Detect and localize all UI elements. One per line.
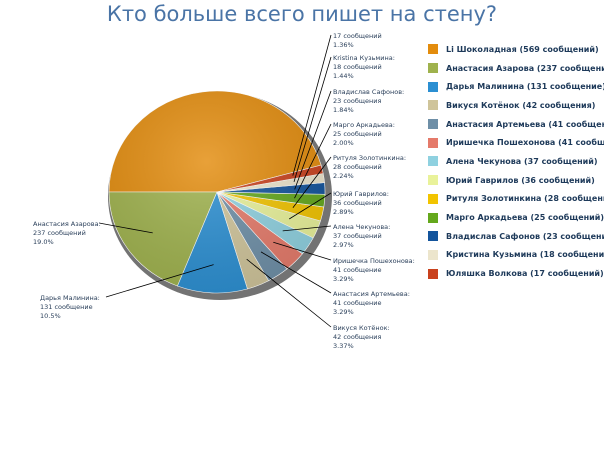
legend-item-марго-аркадьева[interactable]: Марго Аркадьева (25 сообщений) [428, 208, 604, 227]
legend-label: Викуся Котёнок (42 сообщения) [446, 100, 596, 110]
chart-title: Кто больше всего пишет на стену? [106, 2, 498, 26]
legend: Li Шоколадная (569 сообщений) Анастасия А… [428, 40, 604, 283]
slice-label-викуся-котёнок-2: 42 сообщения [333, 333, 381, 341]
leader-line-ритуля-золотинкина [292, 156, 332, 209]
slice-label-ритуля-золотинкина-2: 28 сообщений [333, 163, 382, 171]
slice-label-викуся-котёнок-1: Викуся Котёнок: [333, 324, 390, 332]
legend-item-ритуля-золотинкина[interactable]: Ритуля Золотинкина (28 сообщений) [428, 190, 604, 209]
slice-label-марго-аркадьева-3: 2.00% [333, 139, 354, 147]
legend-label: Анастасия Азарова (237 сообщений) [446, 63, 604, 73]
slice-label-ритуля-золотинкина-3: 2.24% [333, 172, 354, 180]
slice-label-юрий-гаврилов-1: Юрий Гаврилов: [333, 190, 389, 198]
legend-swatch [428, 268, 438, 279]
slice-label-юляшка-волкова-2: 1.36% [333, 41, 354, 49]
legend-item-анастасия-азарова[interactable]: Анастасия Азарова (237 сообщений) [428, 59, 604, 78]
slice-label-иришечка-пошехонова-3: 3.29% [333, 275, 354, 283]
legend-swatch [428, 44, 438, 55]
legend-label: Марго Аркадьева (25 сообщений) [446, 213, 604, 223]
slice-label-ритуля-золотинкина-1: Ритуля Золотинкина: [333, 154, 406, 162]
legend-swatch [428, 249, 438, 260]
legend-label: Анастасия Артемьева (41 сообщение) [446, 119, 604, 129]
leader-line-владислав-сафонов [294, 90, 332, 190]
slice-label-кристина-кузьмина-2: 18 сообщений [333, 63, 382, 71]
leader-line-викуся-котёнок [246, 258, 332, 328]
legend-label: Алена Чекунова (37 сообщений) [446, 156, 598, 166]
legend-swatch [428, 175, 438, 186]
slice-label-дарья-малинина-3: 10.5% [40, 312, 61, 320]
leader-line-анастасия-азарова [98, 222, 153, 234]
legend-item-юрий-гаврилов[interactable]: Юрий Гаврилов (36 сообщений) [428, 171, 604, 190]
legend-item-li-шоколадная[interactable]: Li Шоколадная (569 сообщений) [428, 40, 604, 59]
slice-label-владислав-сафонов-1: Владислав Сафонов: [333, 88, 404, 96]
legend-swatch [428, 193, 438, 204]
leader-lines [98, 34, 332, 328]
leader-line-марго-аркадьева [294, 123, 332, 199]
slice-label-дарья-малинина-2: 131 сообщение [40, 303, 93, 311]
slice-label-алена-чекунова-2: 37 сообщений [333, 232, 382, 240]
legend-item-кристина-кузьмина[interactable]: Кристина Кузьмина (18 сообщений) [428, 246, 604, 265]
legend-item-владислав-сафонов[interactable]: Владислав Сафонов (23 сообщения) [428, 227, 604, 246]
leader-line-юрий-гаврилов [288, 192, 332, 220]
legend-label: Юрий Гаврилов (36 сообщений) [446, 175, 595, 185]
slice-label-алена-чекунова-1: Алена Чекунова: [333, 223, 390, 231]
leader-line-анастасия-артемьева [260, 251, 332, 294]
slice-label-владислав-сафонов-2: 23 сообщения [333, 97, 381, 105]
legend-item-алена-чекунова[interactable]: Алена Чекунова (37 сообщений) [428, 152, 604, 171]
legend-label: Дарья Малинина (131 сообщение) [446, 82, 604, 92]
legend-swatch [428, 119, 438, 130]
legend-swatch [428, 100, 438, 111]
legend-label: Юляшка Волкова (17 сообщений) [446, 269, 604, 279]
legend-label: Ритуля Золотинкина (28 сообщений) [446, 194, 604, 204]
legend-item-иришечка-пошехонова[interactable]: Иришечка Пошехонова (41 сообщение [428, 133, 604, 152]
legend-item-юляшка-волкова[interactable]: Юляшка Волкова (17 сообщений) [428, 264, 604, 283]
legend-label: Кристина Кузьмина (18 сообщений) [446, 250, 604, 260]
slice-label-кристина-кузьмина-1: Kristina Кузьмина: [333, 54, 395, 62]
leader-line-иришечка-пошехонова [273, 241, 332, 261]
legend-item-анастасия-артемьева[interactable]: Анастасия Артемьева (41 сообщение) [428, 115, 604, 134]
slice-label-анастасия-азарова-3: 19.0% [33, 238, 54, 246]
leader-line-юляшка-волкова [292, 34, 332, 176]
legend-item-дарья-малинина[interactable]: Дарья Малинина (131 сообщение) [428, 77, 604, 96]
slice-label-анастасия-азарова-1: Анастасия Азарова: [33, 220, 101, 228]
leader-line-дарья-малинина [105, 264, 214, 298]
slice-label-юрий-гаврилов-2: 36 сообщений [333, 199, 382, 207]
legend-swatch [428, 212, 438, 223]
slice-label-марго-аркадьева-2: 25 сообщений [333, 130, 382, 138]
pie-slices [108, 90, 326, 294]
slice-label-анастасия-артемьева-3: 3.29% [333, 308, 354, 316]
leader-line-алена-чекунова [282, 225, 332, 232]
legend-swatch [428, 63, 438, 74]
slice-label-анастасия-азарова-2: 237 сообщений [33, 229, 86, 237]
legend-label: Иришечка Пошехонова (41 сообщение [446, 138, 604, 148]
legend-swatch [428, 81, 438, 92]
leader-line-кристина-кузьмина [293, 56, 332, 183]
slice-label-марго-аркадьева-1: Марго Аркадьева: [333, 121, 395, 129]
slice-label-кристина-кузьмина-3: 1.44% [333, 72, 354, 80]
slice-label-анастасия-артемьева-1: Анастасия Артемьева: [333, 290, 410, 298]
legend-swatch [428, 156, 438, 167]
slice-label-юляшка-волкова-1: 17 сообщений [333, 32, 382, 40]
legend-item-викуся-котёнок[interactable]: Викуся Котёнок (42 сообщения) [428, 96, 604, 115]
slice-label-иришечка-пошехонова-1: Иришечка Пошехонова: [333, 257, 415, 265]
legend-swatch [428, 137, 438, 148]
slice-label-юрий-гаврилов-3: 2.89% [333, 208, 354, 216]
legend-label: Владислав Сафонов (23 сообщения) [446, 231, 604, 241]
legend-label: Li Шоколадная (569 сообщений) [446, 44, 599, 54]
slice-label-анастасия-артемьева-2: 41 сообщение [333, 299, 381, 307]
slice-label-владислав-сафонов-3: 1.84% [333, 106, 354, 114]
slice-label-алена-чекунова-3: 2.97% [333, 241, 354, 249]
slice-label-иришечка-пошехонова-2: 41 сообщение [333, 266, 381, 274]
legend-swatch [428, 231, 438, 242]
slice-label-дарья-малинина-1: Дарья Малинина: [40, 294, 100, 302]
slice-label-викуся-котёнок-3: 3.37% [333, 342, 354, 350]
